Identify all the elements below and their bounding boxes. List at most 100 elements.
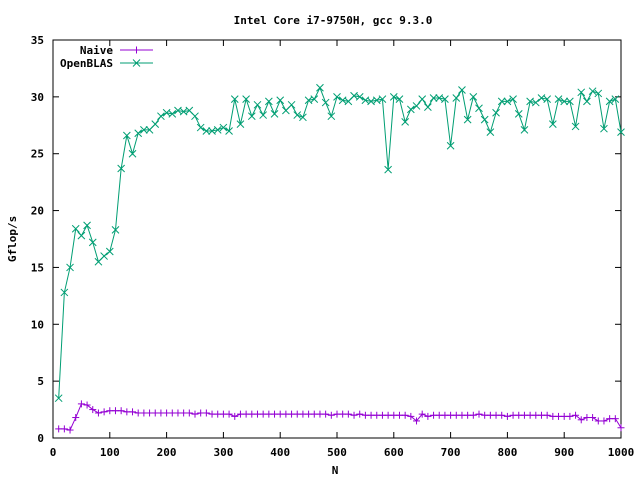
legend-label-openblas: OpenBLAS xyxy=(60,57,113,70)
data-point-naive xyxy=(407,412,415,420)
x-tick-label: 600 xyxy=(384,446,404,459)
data-point-openblas xyxy=(548,120,557,129)
data-point-openblas xyxy=(441,95,449,103)
data-point-naive xyxy=(185,409,193,417)
data-point-openblas xyxy=(429,94,438,102)
legend-label-naive: Naive xyxy=(80,44,113,57)
data-point-naive xyxy=(202,409,210,417)
data-point-openblas xyxy=(588,87,597,96)
data-point-openblas xyxy=(600,124,608,133)
data-point-openblas xyxy=(111,226,120,234)
data-point-openblas xyxy=(577,88,586,97)
data-point-naive xyxy=(577,416,585,424)
x-tick-label: 400 xyxy=(270,446,290,459)
data-point-openblas xyxy=(88,238,97,247)
data-point-openblas xyxy=(259,111,268,119)
data-point-openblas xyxy=(503,97,512,106)
y-tick-label: 20 xyxy=(31,205,44,218)
data-point-openblas xyxy=(270,110,279,118)
data-point-naive xyxy=(191,410,199,418)
data-point-openblas xyxy=(378,95,387,103)
data-point-openblas xyxy=(605,97,614,106)
x-tick-label: 100 xyxy=(100,446,120,459)
data-point-openblas xyxy=(458,86,466,94)
legend-marker-naive xyxy=(133,46,140,54)
data-point-openblas xyxy=(140,125,148,134)
data-point-openblas xyxy=(316,83,324,92)
data-point-openblas xyxy=(117,164,126,173)
data-point-openblas xyxy=(480,115,489,124)
data-point-naive xyxy=(327,411,335,419)
data-point-openblas xyxy=(128,149,137,158)
data-point-naive xyxy=(356,410,364,418)
data-point-openblas xyxy=(310,95,319,103)
plot-frame xyxy=(52,39,622,439)
data-point-openblas xyxy=(225,127,233,135)
data-point-openblas xyxy=(196,123,205,132)
data-point-openblas xyxy=(71,224,80,233)
legend-marker-openblas xyxy=(132,59,141,67)
data-point-openblas xyxy=(424,103,432,111)
series-line-naive xyxy=(58,403,622,431)
data-point-openblas xyxy=(219,123,228,132)
data-point-openblas xyxy=(202,127,211,135)
data-point-openblas xyxy=(54,394,63,403)
data-point-naive xyxy=(231,412,239,420)
data-point-openblas xyxy=(611,95,620,103)
data-point-naive xyxy=(72,414,80,422)
data-point-openblas xyxy=(264,97,273,106)
data-point-openblas xyxy=(446,141,455,150)
data-point-openblas xyxy=(333,93,341,101)
data-point-openblas xyxy=(566,97,574,106)
data-point-openblas xyxy=(122,131,131,140)
series-naive xyxy=(55,400,625,434)
data-point-openblas xyxy=(247,112,256,121)
data-point-openblas xyxy=(418,95,427,103)
data-point-openblas xyxy=(191,112,199,121)
data-point-naive xyxy=(572,411,580,419)
data-point-openblas xyxy=(355,93,364,101)
data-point-openblas xyxy=(594,89,603,98)
data-point-openblas xyxy=(452,94,461,102)
y-tick-label: 30 xyxy=(31,91,44,104)
data-point-openblas xyxy=(463,115,472,124)
data-point-openblas xyxy=(475,104,483,113)
data-point-openblas xyxy=(293,111,302,119)
data-point-naive xyxy=(344,410,352,418)
legend-entry-naive: Naive xyxy=(80,44,153,57)
data-point-openblas xyxy=(66,263,74,272)
x-axis-label: N xyxy=(332,464,339,477)
x-tick-label: 1000 xyxy=(608,446,635,459)
data-point-openblas xyxy=(236,120,245,129)
data-point-naive xyxy=(469,411,477,419)
chart-title: Intel Core i7-9750H, gcc 9.3.0 xyxy=(234,14,433,27)
x-tick-label: 500 xyxy=(327,446,347,459)
y-tick-label: 15 xyxy=(31,261,44,274)
y-axis: 0 5 10 15 20 25 30 35 xyxy=(31,34,621,445)
data-point-openblas xyxy=(83,221,91,230)
data-point-naive xyxy=(129,408,137,416)
y-tick-label: 10 xyxy=(31,318,44,331)
data-point-naive xyxy=(94,409,102,417)
data-point-naive xyxy=(413,417,421,425)
data-point-naive xyxy=(617,424,625,432)
data-point-naive xyxy=(60,425,68,433)
x-tick-label: 0 xyxy=(50,446,57,459)
series-openblas xyxy=(54,83,625,403)
data-point-openblas xyxy=(134,129,143,138)
series-line-openblas xyxy=(58,86,622,399)
data-point-openblas xyxy=(492,108,500,117)
series-layer xyxy=(54,83,625,434)
data-point-openblas xyxy=(554,95,563,103)
data-point-openblas xyxy=(321,98,330,107)
data-point-openblas xyxy=(77,231,86,240)
data-point-openblas xyxy=(276,96,285,105)
data-point-openblas xyxy=(299,113,307,122)
data-point-naive xyxy=(566,412,574,420)
data-point-naive xyxy=(401,411,409,419)
y-tick-label: 35 xyxy=(31,34,44,47)
data-point-openblas xyxy=(486,128,495,136)
x-tick-label: 700 xyxy=(441,446,461,459)
y-tick-label: 5 xyxy=(37,375,44,388)
data-point-naive xyxy=(100,408,108,416)
